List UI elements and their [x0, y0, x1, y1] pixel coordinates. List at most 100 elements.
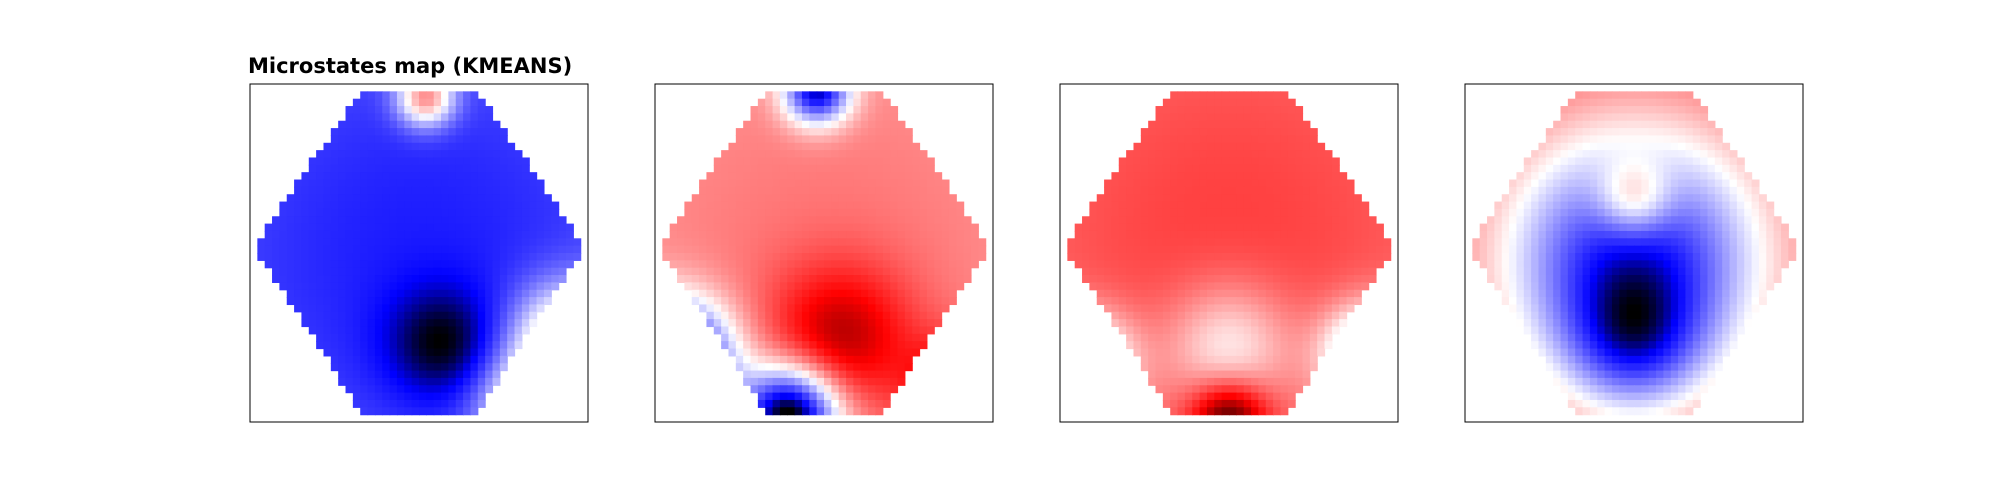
- heatmap-cell: [904, 282, 913, 291]
- heatmap-cell: [1162, 230, 1171, 239]
- heatmap-cell: [794, 179, 803, 188]
- heatmap-cell: [1567, 150, 1576, 159]
- heatmap-cell: [831, 245, 840, 254]
- heatmap-cell: [772, 311, 781, 320]
- heatmap-cell: [1553, 208, 1562, 217]
- heatmap-cell: [1243, 113, 1252, 122]
- heatmap-cell: [787, 230, 796, 239]
- heatmap-cell: [794, 333, 803, 342]
- heatmap-cell: [1206, 407, 1215, 416]
- heatmap-cell: [352, 333, 361, 342]
- heatmap-cell: [743, 341, 752, 350]
- heatmap-cell: [360, 355, 369, 364]
- heatmap-cell: [875, 172, 884, 181]
- heatmap-cell: [1611, 186, 1620, 195]
- heatmap-cell: [1287, 128, 1296, 137]
- heatmap-cell: [846, 341, 854, 350]
- heatmap-cell: [750, 113, 759, 122]
- heatmap-cell: [868, 377, 877, 386]
- heatmap-cell: [1700, 282, 1709, 291]
- heatmap-cell: [345, 142, 354, 151]
- heatmap-cell: [1626, 91, 1635, 100]
- heatmap-cell: [1678, 230, 1687, 239]
- heatmap-cell: [433, 363, 442, 372]
- heatmap-cell: [809, 216, 818, 225]
- heatmap-cell: [529, 201, 538, 210]
- heatmap-cell: [433, 377, 442, 386]
- heatmap-cell: [1339, 179, 1348, 188]
- heatmap-cell: [1692, 208, 1701, 217]
- heatmap-cell: [1265, 106, 1274, 114]
- heatmap-cell: [853, 223, 862, 232]
- heatmap-cell: [426, 157, 435, 166]
- heatmap-cell: [419, 260, 427, 269]
- heatmap-cell: [352, 120, 361, 129]
- heatmap-cell: [352, 370, 361, 379]
- heatmap-cell: [499, 172, 508, 181]
- heatmap-cell: [374, 304, 383, 313]
- heatmap-cell: [374, 326, 383, 335]
- heatmap-cell: [1604, 230, 1613, 239]
- heatmap-cell: [1751, 230, 1760, 239]
- heatmap-cell: [772, 392, 781, 401]
- heatmap-cell: [743, 164, 752, 173]
- heatmap-cell: [1707, 267, 1716, 276]
- heatmap-cell: [1567, 238, 1576, 247]
- heatmap-cell: [404, 216, 413, 225]
- heatmap-cell: [389, 333, 398, 342]
- heatmap-cell: [853, 377, 862, 386]
- heatmap-cell: [941, 275, 950, 283]
- heatmap-cell: [1751, 275, 1760, 283]
- heatmap-cell: [1118, 238, 1127, 247]
- heatmap-cell: [1287, 223, 1296, 232]
- heatmap-cell: [374, 363, 383, 372]
- heatmap-cell: [360, 128, 369, 137]
- heatmap-cell: [470, 370, 479, 379]
- heatmap-cell: [448, 407, 457, 416]
- heatmap-cell: [1611, 120, 1620, 129]
- heatmap-cell: [816, 333, 825, 342]
- heatmap-cell: [485, 253, 494, 261]
- heatmap-cell: [1509, 282, 1518, 291]
- heatmap-cell: [853, 333, 862, 342]
- heatmap-cell: [1199, 179, 1208, 188]
- heatmap-cell: [1221, 186, 1230, 195]
- heatmap-cell: [934, 297, 943, 306]
- heatmap-cell: [1251, 355, 1259, 364]
- heatmap-cell: [1295, 311, 1304, 320]
- heatmap-cell: [529, 186, 538, 195]
- heatmap-cell: [477, 319, 486, 328]
- heatmap-cell: [1118, 275, 1127, 283]
- heatmap-cell: [448, 98, 457, 107]
- heatmap-cell: [750, 377, 759, 386]
- heatmap-cell: [1589, 282, 1598, 291]
- heatmap-cell: [419, 326, 427, 335]
- heatmap-cell: [426, 245, 435, 254]
- heatmap-cell: [838, 135, 847, 144]
- heatmap-cell: [338, 142, 347, 151]
- heatmap-cell: [1582, 150, 1591, 159]
- heatmap-cell: [1575, 267, 1584, 276]
- heatmap-cell: [389, 164, 398, 173]
- heatmap-cell: [890, 348, 899, 357]
- heatmap-cell: [485, 245, 494, 254]
- heatmap-cell: [1096, 230, 1105, 239]
- heatmap-cell: [846, 91, 854, 100]
- heatmap-cell: [470, 319, 479, 328]
- heatmap-cell: [1214, 282, 1223, 291]
- heatmap-cell: [514, 216, 523, 225]
- heatmap-cell: [1258, 194, 1267, 203]
- heatmap-cell: [521, 164, 530, 173]
- heatmap-cell: [831, 142, 840, 151]
- heatmap-cell: [521, 186, 530, 195]
- heatmap-cell: [919, 260, 928, 269]
- heatmap-cell: [860, 377, 869, 386]
- heatmap-cell: [1678, 297, 1687, 306]
- heatmap-cell: [419, 289, 427, 298]
- heatmap-cell: [1140, 142, 1149, 151]
- heatmap-cell: [316, 326, 325, 335]
- heatmap-cell: [1184, 363, 1193, 372]
- heatmap-cell: [750, 319, 759, 328]
- heatmap-cell: [360, 260, 369, 269]
- heatmap-cell: [846, 194, 854, 203]
